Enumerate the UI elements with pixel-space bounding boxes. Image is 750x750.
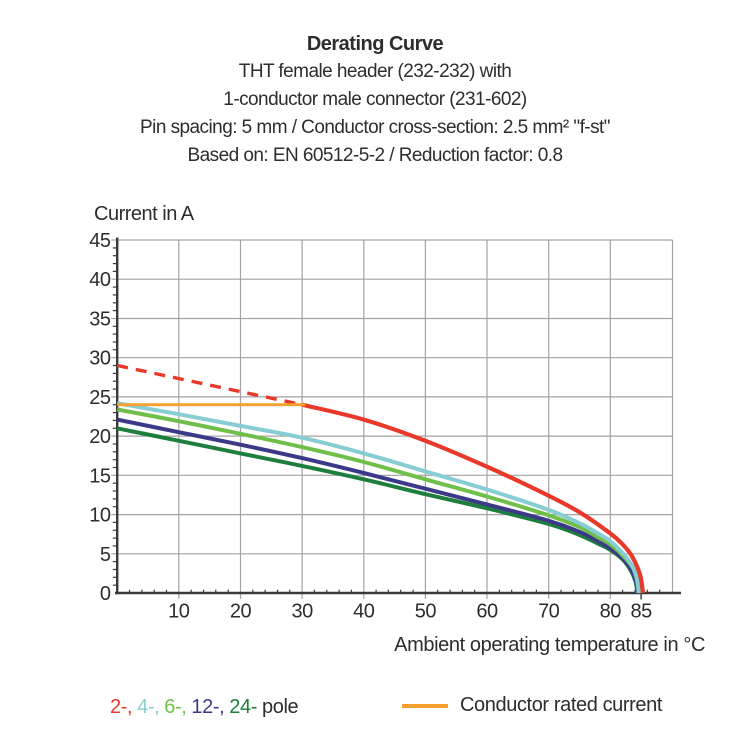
x-tick-label: 70 — [538, 601, 560, 623]
x-tick-label: 20 — [230, 601, 252, 623]
y-tick-label: 0 — [100, 583, 111, 605]
legend-pole-item: 2-, — [110, 696, 133, 718]
x-tick-label: 10 — [168, 601, 190, 623]
x-tick-label: 40 — [353, 601, 375, 623]
y-tick-label: 25 — [89, 387, 111, 409]
y-tick-label: 35 — [89, 309, 111, 331]
rated-current-label: Conductor rated current — [460, 694, 663, 716]
grid-layer — [111, 239, 674, 599]
legend-pole-counts: 2-, 4-, 6-, 12-, 24- pole — [110, 696, 299, 719]
series-2-pole — [301, 402, 646, 594]
series-12-pole — [116, 417, 641, 594]
y-tick-label: 45 — [89, 230, 111, 252]
y-tick-label: 30 — [89, 348, 111, 370]
series-24-pole — [116, 426, 640, 594]
chart-header: Derating Curve THT female header (232-23… — [0, 30, 750, 170]
tick-label-layer: 0 5 10 15 20 25 30 35 40 45 10 20 30 40 50 60 70 80 85 — [89, 230, 652, 623]
legend-pole-item: 6-, — [164, 696, 187, 718]
legend-pole-item: 4-, — [137, 696, 160, 718]
x-tick-label: 60 — [476, 601, 498, 623]
legend-rated-current: Conductor rated current — [402, 694, 662, 717]
x-axis-title: Ambient operating temperature in °C — [394, 634, 705, 656]
series-4-pole — [116, 401, 641, 594]
chart-subtitle-line-1: THT female header (232-232) with — [238, 61, 512, 82]
series-2-pole-extrapolated-dashed — [116, 363, 303, 407]
legend-pole-item: 24- — [229, 696, 258, 718]
series-layer — [116, 363, 646, 594]
chart-subtitle-line-3: Pin spacing: 5 mm / Conductor cross-sect… — [140, 117, 610, 138]
y-tick-label: 10 — [89, 505, 111, 527]
y-axis-title: Current in A — [94, 203, 194, 225]
x-tick-label: 85 — [630, 601, 652, 623]
x-tick-label: 30 — [291, 601, 313, 623]
rated-current-line-swatch — [402, 703, 448, 708]
x-tick-label: 80 — [600, 601, 622, 623]
chart-subtitle-line-4: Based on: EN 60512-5-2 / Reduction facto… — [187, 145, 564, 166]
x-tick-label: 50 — [415, 601, 437, 623]
y-tick-label: 5 — [100, 544, 111, 566]
y-tick-label: 15 — [89, 465, 111, 487]
y-tick-label: 20 — [89, 426, 111, 448]
legend-pole-suffix: pole — [262, 696, 299, 718]
chart-subtitle-line-2: 1-conductor male connector (231-602) — [223, 89, 527, 110]
y-tick-label: 40 — [89, 269, 111, 291]
legend-pole-item: 12-, — [191, 696, 225, 718]
chart-title: Derating Curve — [306, 33, 444, 55]
